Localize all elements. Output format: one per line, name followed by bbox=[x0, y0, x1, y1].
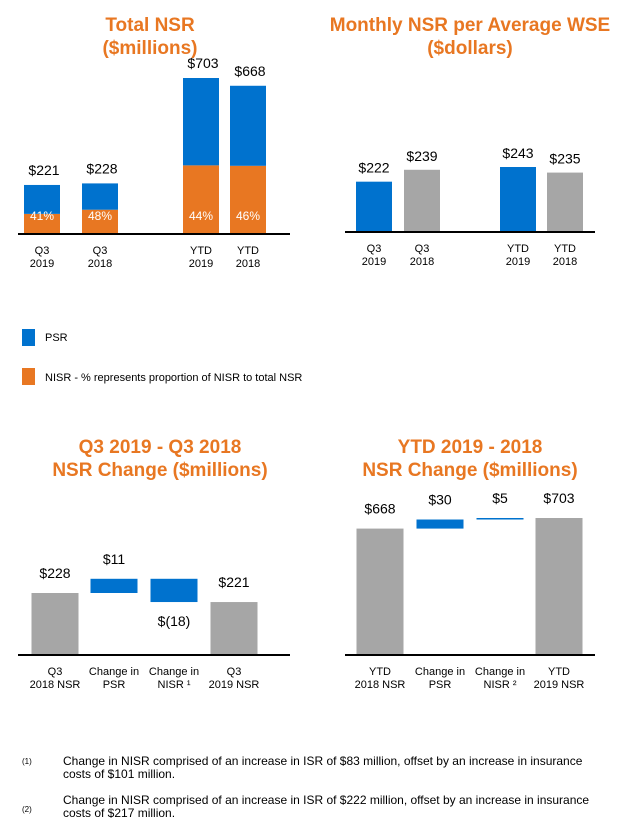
chart3-value-label-2: $(18) bbox=[158, 613, 191, 629]
chart4-tick-3-line2: 2019 NSR bbox=[534, 679, 585, 691]
chart1-tick-0-line2: 2019 bbox=[30, 258, 54, 270]
chart4-bar-2 bbox=[476, 518, 524, 520]
chart2-value-label-1: $239 bbox=[406, 148, 437, 164]
chart4-value-label-0: $668 bbox=[364, 501, 395, 517]
chart2-value-label-2: $243 bbox=[502, 145, 533, 161]
chart1-bar-psr-3 bbox=[230, 85, 266, 166]
chart2-tick-1-line1: Q3 bbox=[415, 243, 430, 255]
chart4-value-label-3: $703 bbox=[543, 490, 574, 506]
legend-nisr-swatch bbox=[22, 368, 35, 385]
legend-psr-label: PSR bbox=[45, 332, 68, 344]
chart2-tick-0-line1: Q3 bbox=[367, 243, 382, 255]
chart3-tick-3-line1: Q3 bbox=[227, 666, 242, 678]
chart3-bar-0 bbox=[31, 593, 79, 655]
chart1-pct-label-3: 46% bbox=[236, 209, 260, 223]
chart3-value-label-0: $228 bbox=[39, 565, 70, 581]
chart1-value-label-0: $221 bbox=[28, 162, 59, 178]
footnote-1-text: Change in NISR comprised of an increase … bbox=[63, 754, 583, 781]
chart1-tick-3-line2: 2018 bbox=[236, 258, 260, 270]
chart1-bar-nisr-3 bbox=[230, 165, 266, 234]
chart3-bar-3 bbox=[210, 602, 258, 655]
chart1-value-label-3: $668 bbox=[234, 63, 265, 79]
chart4-tick-0-line1: YTD bbox=[369, 666, 391, 678]
footnote-2-text: Change in NISR comprised of an increase … bbox=[63, 793, 590, 820]
chart3-tick-2-line1: Change in bbox=[149, 666, 199, 678]
chart1-bar-nisr-1 bbox=[82, 209, 118, 234]
chart2-tick-2-line2: 2019 bbox=[506, 256, 530, 268]
chart1-tick-0-line1: Q3 bbox=[35, 245, 50, 257]
chart4-bar-1 bbox=[416, 519, 464, 529]
chart1-pct-label-1: 48% bbox=[88, 209, 112, 223]
chart4-bar-0 bbox=[356, 528, 404, 655]
chart3-title-line1: Q3 2019 - Q3 2018 bbox=[78, 437, 242, 458]
chart3-tick-3-line2: 2019 NSR bbox=[209, 679, 260, 691]
chart4-title-line1: YTD 2019 - 2018 bbox=[397, 437, 543, 458]
chart2-title-line2: ($dollars) bbox=[427, 38, 513, 59]
chart1-tick-1-line1: Q3 bbox=[93, 245, 108, 257]
chart1-pct-label-0: 41% bbox=[30, 209, 54, 223]
chart2-tick-3-line1: YTD bbox=[554, 243, 576, 255]
chart1-title: Total NSR ($millions) bbox=[40, 14, 260, 60]
chart3-tick-0-line1: Q3 bbox=[48, 666, 63, 678]
chart4-bar-3 bbox=[535, 518, 583, 655]
chart4-tick-1-line1: Change in bbox=[415, 666, 465, 678]
chart1-tick-2-line1: YTD bbox=[190, 245, 212, 257]
chart4-title: YTD 2019 - 2018 NSR Change ($millions) bbox=[320, 436, 619, 482]
chart3-tick-1-line1: Change in bbox=[89, 666, 139, 678]
chart4-tick-2-line1: Change in bbox=[475, 666, 525, 678]
chart4-value-label-1: $30 bbox=[428, 492, 452, 508]
chart2-title: Monthly NSR per Average WSE ($dollars) bbox=[320, 14, 619, 60]
chart3-tick-2-line2: NISR ¹ bbox=[158, 679, 191, 691]
chart2-bar-0 bbox=[356, 181, 392, 232]
chart4-tick-2-line2: NISR ² bbox=[484, 679, 517, 691]
chart1-bar-nisr-2 bbox=[183, 165, 219, 234]
chart4-title-line2: NSR Change ($millions) bbox=[362, 460, 578, 481]
chart1-bar-psr-0 bbox=[24, 184, 60, 214]
chart4-value-label-2: $5 bbox=[492, 490, 508, 506]
chart1-pct-label-2: 44% bbox=[189, 209, 213, 223]
chart2-title-line1: Monthly NSR per Average WSE bbox=[329, 15, 611, 36]
chart3-title-line2: NSR Change ($millions) bbox=[52, 460, 268, 481]
chart4-tick-0-line2: 2018 NSR bbox=[355, 679, 406, 691]
footnote-2-mark: (2) bbox=[22, 805, 32, 814]
chart4-tick-3-line1: YTD bbox=[548, 666, 570, 678]
chart4-tick-1-line2: PSR bbox=[429, 679, 452, 691]
chart2-bar-1 bbox=[404, 169, 440, 232]
chart2-value-label-3: $235 bbox=[549, 151, 580, 167]
chart3-value-label-3: $221 bbox=[218, 574, 249, 590]
chart3-title: Q3 2019 - Q3 2018 NSR Change ($millions) bbox=[10, 436, 310, 482]
chart1-bar-psr-2 bbox=[183, 78, 219, 166]
chart1-tick-2-line2: 2019 bbox=[189, 258, 213, 270]
chart2-value-label-0: $222 bbox=[358, 160, 389, 176]
chart2-tick-0-line2: 2019 bbox=[362, 256, 386, 268]
chart2-tick-2-line1: YTD bbox=[507, 243, 529, 255]
chart3-tick-0-line2: 2018 NSR bbox=[30, 679, 81, 691]
chart1-bar-psr-1 bbox=[82, 183, 118, 210]
footnote-1-mark: (1) bbox=[22, 757, 32, 766]
chart1-bar-nisr-0 bbox=[24, 213, 60, 234]
chart2-tick-1-line2: 2018 bbox=[410, 256, 434, 268]
chart1-value-label-2: $703 bbox=[187, 55, 218, 71]
chart1-value-label-1: $228 bbox=[86, 160, 117, 176]
chart1-tick-1-line2: 2018 bbox=[88, 258, 112, 270]
chart1-title-line2: ($millions) bbox=[102, 38, 198, 59]
legend-psr-swatch bbox=[22, 329, 35, 346]
chart2-bar-3 bbox=[547, 172, 583, 232]
chart3-bar-2 bbox=[150, 578, 198, 603]
chart1-title-line1: Total NSR bbox=[105, 15, 195, 36]
chart2-bar-2 bbox=[500, 167, 536, 232]
chart2-tick-3-line2: 2018 bbox=[553, 256, 577, 268]
chart3-bar-1 bbox=[90, 578, 138, 593]
chart3-tick-1-line2: PSR bbox=[103, 679, 126, 691]
chart3-value-label-1: $11 bbox=[103, 551, 126, 567]
chart1-tick-3-line1: YTD bbox=[237, 245, 259, 257]
legend-nisr-label: NISR - % represents proportion of NISR t… bbox=[45, 372, 303, 384]
